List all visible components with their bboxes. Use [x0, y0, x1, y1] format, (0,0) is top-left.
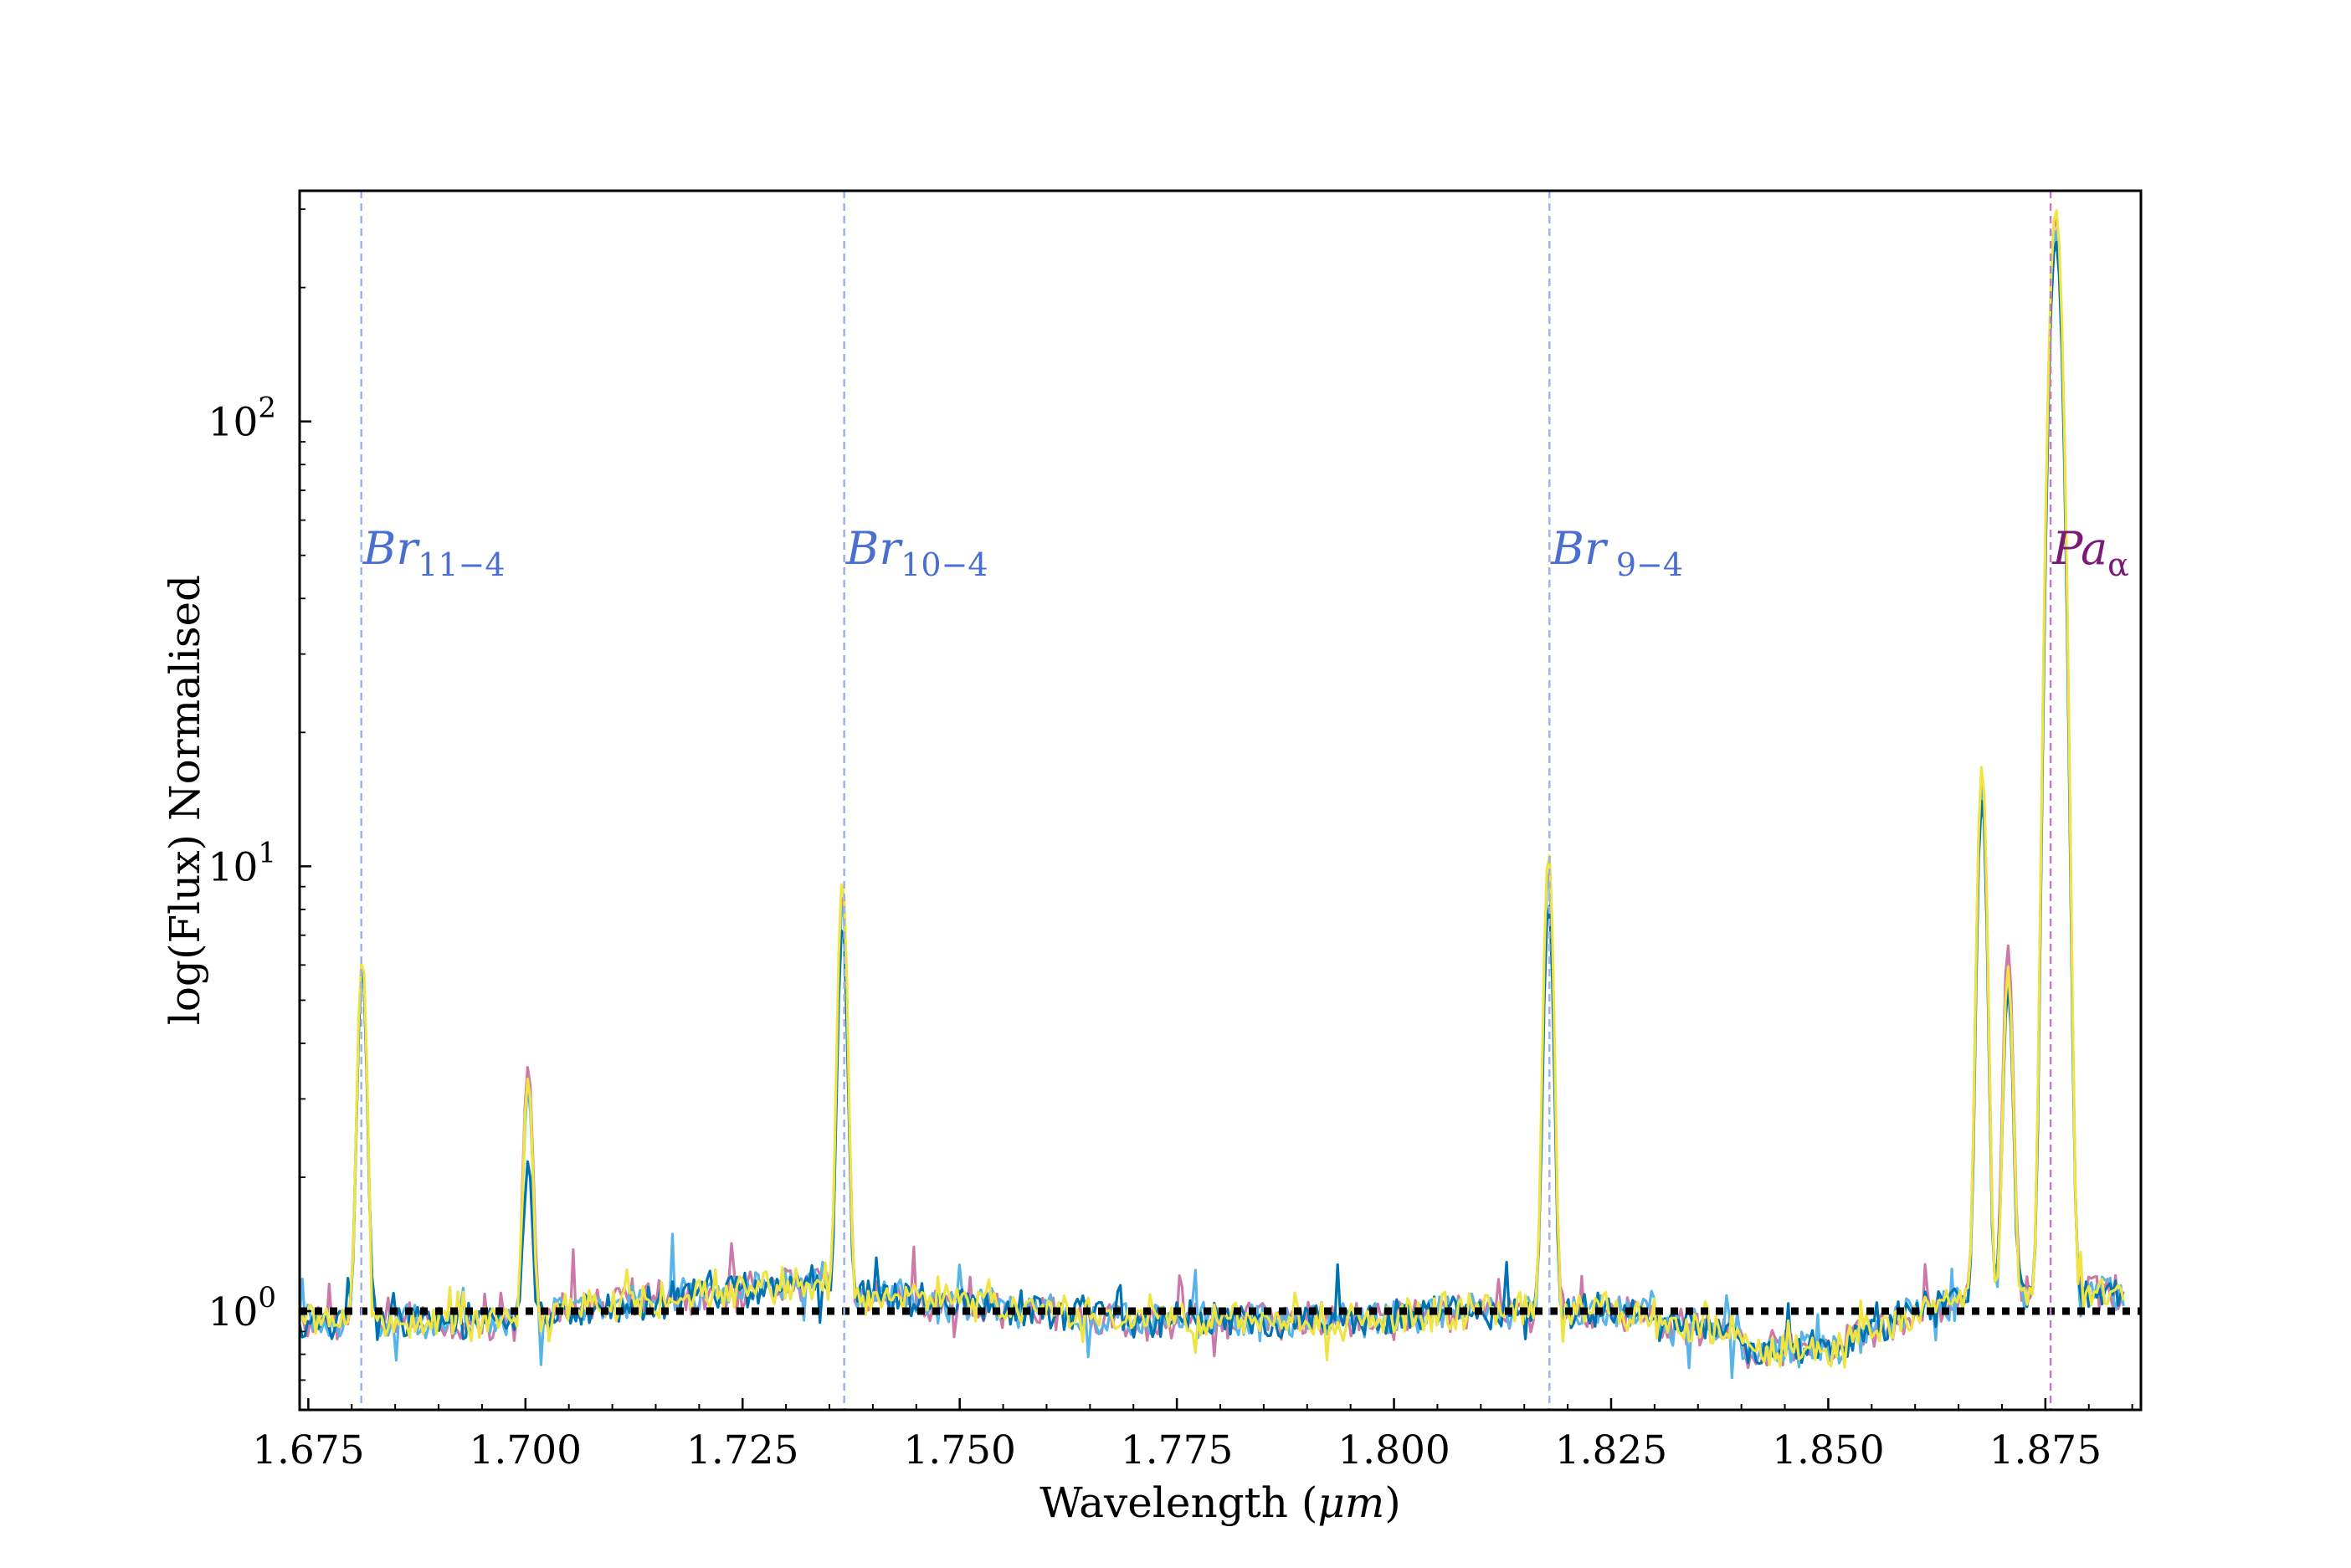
x-tick-label: 1.775 — [1121, 1427, 1234, 1473]
emission-line-label: Br11−4 — [362, 522, 506, 583]
y-tick-label: 102 — [208, 392, 276, 446]
spectrum-series-line — [300, 229, 2125, 1380]
x-tick-label: 1.800 — [1337, 1427, 1450, 1473]
spectrum-series-line — [300, 240, 2124, 1366]
emission-line-layer: Br11−4 Br10−4 Br 9−4 Paα — [360, 191, 2129, 1410]
emission-line-label: Paα — [2051, 522, 2129, 583]
y-tick-label: 101 — [208, 836, 276, 890]
y-axis-label: log(Flux) Normalised — [161, 575, 209, 1025]
x-tick-label: 1.700 — [470, 1427, 583, 1473]
y-tick-label: 100 — [208, 1281, 276, 1335]
x-tick-label: 1.675 — [252, 1427, 365, 1473]
emission-line-label: Br10−4 — [845, 522, 988, 583]
x-axis-label: Wavelength (μm) — [1039, 1478, 1401, 1527]
y-axis: 100 101 102 — [208, 208, 311, 1411]
x-tick-label: 1.875 — [1989, 1427, 2102, 1473]
x-tick-label: 1.750 — [903, 1427, 1016, 1473]
series-layer — [300, 209, 2125, 1380]
x-tick-label: 1.850 — [1772, 1427, 1885, 1473]
spectrum-series-line — [300, 209, 2125, 1369]
x-axis: 1.675 1.700 1.725 1.750 1.775 1.800 1.825 1.850… — [252, 1398, 2133, 1473]
spectrum-series-line — [300, 215, 2125, 1370]
x-tick-label: 1.725 — [686, 1427, 799, 1473]
x-tick-label: 1.825 — [1555, 1427, 1668, 1473]
plot-frame — [298, 189, 2143, 1412]
emission-line-label: Br 9−4 — [1550, 522, 1683, 583]
